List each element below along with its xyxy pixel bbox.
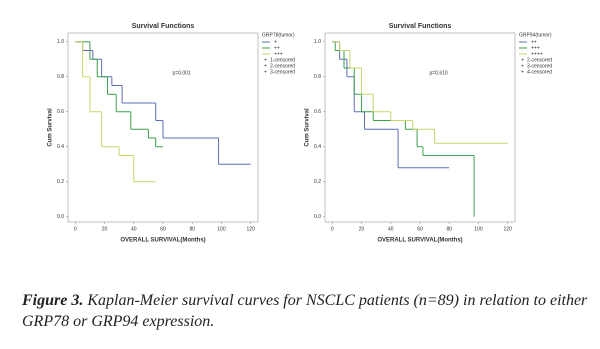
x-tick-label: 40	[131, 226, 137, 232]
legend-title: GRP78(tumor)	[262, 32, 295, 38]
x-axis-label: OVERALL SURVIVAL(Months)	[377, 238, 462, 244]
legend-label: 3-censored	[270, 69, 295, 75]
y-tick-label: 0.8	[57, 74, 64, 80]
chart-title: Survival Functions	[132, 23, 195, 30]
legend-marker: +	[521, 63, 524, 69]
figure: Survival Functions OVERALL SURVIVAL(Month…	[48, 23, 553, 244]
y-tick-label: 0.0	[314, 214, 321, 220]
x-tick-label: 120	[504, 226, 513, 232]
chart-title: Survival Functions	[389, 23, 452, 30]
y-axis-label: Cum Survival	[305, 108, 311, 147]
annotation: p=0.610	[430, 70, 448, 76]
legend-marker: +	[264, 63, 267, 69]
legend-label: +++	[531, 45, 540, 51]
legend-label: 2-censored	[527, 57, 552, 63]
x-tick-label: 80	[446, 226, 452, 232]
legend-label: 1-censored	[270, 57, 295, 63]
legend-marker: +	[521, 57, 524, 63]
legend-marker: +	[264, 57, 267, 63]
x-tick-label: 80	[189, 226, 195, 232]
legend-label: ++	[274, 45, 280, 51]
plot-frame	[324, 32, 516, 223]
x-tick-label: 0	[331, 226, 334, 232]
y-tick-label: 1.0	[57, 39, 64, 45]
x-tick-label: 20	[102, 226, 108, 232]
y-tick-label: 0.4	[57, 144, 64, 150]
caption-text: Kaplan-Meier survival curves for NSCLC p…	[22, 292, 588, 330]
x-tick-label: 20	[359, 226, 365, 232]
legend-label: ++++	[531, 51, 543, 57]
x-tick-label: 100	[217, 226, 226, 232]
legend-label: 2-censored	[270, 63, 295, 69]
caption: Figure 3. Kaplan-Meier survival curves f…	[22, 290, 592, 332]
legend-title: GRP94(tumor)	[519, 32, 552, 38]
legend-label: +	[274, 39, 277, 45]
y-tick-label: 0.2	[57, 179, 64, 185]
y-tick-label: 0.6	[314, 109, 321, 115]
y-tick-label: 0.4	[314, 144, 321, 150]
y-tick-label: 0.6	[57, 109, 64, 115]
x-tick-label: 60	[160, 226, 166, 232]
y-axis-label: Cum Survival	[48, 108, 54, 147]
legend-label: 4-censored	[527, 69, 552, 75]
legend-label: 3-censored	[527, 63, 552, 69]
legend-marker: +	[521, 69, 524, 75]
legend-label: +++	[274, 51, 283, 57]
legend-label: ++	[531, 39, 537, 45]
y-tick-label: 1.0	[314, 39, 321, 45]
y-tick-label: 0.0	[57, 214, 64, 220]
x-tick-label: 40	[388, 226, 394, 232]
x-tick-label: 60	[417, 226, 423, 232]
y-tick-label: 0.2	[314, 179, 321, 185]
x-tick-label: 120	[247, 226, 256, 232]
annotation: p=0.001	[173, 70, 191, 76]
x-tick-label: 100	[474, 226, 483, 232]
x-tick-label: 0	[74, 226, 77, 232]
y-tick-label: 0.8	[314, 74, 321, 80]
x-axis-label: OVERALL SURVIVAL(Months)	[120, 238, 205, 244]
legend-marker: +	[264, 69, 267, 75]
caption-label: Figure 3.	[22, 292, 84, 309]
